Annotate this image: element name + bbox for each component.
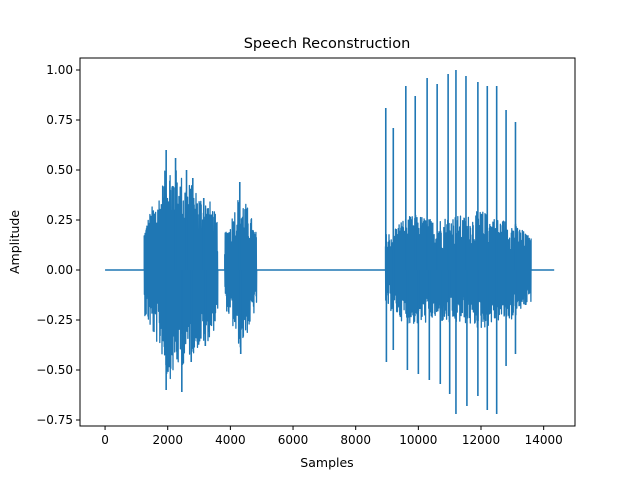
y-tick-label: 0.00 — [46, 263, 73, 277]
y-tick-label: 0.75 — [46, 113, 73, 127]
x-tick-label: 2000 — [152, 433, 183, 447]
x-tick-label: 10000 — [399, 433, 437, 447]
y-axis-label: Amplitude — [7, 210, 22, 274]
y-axis-ticks: −0.75 −0.50 −0.25 0.00 0.25 0.50 0.75 1.00 — [36, 63, 80, 427]
waveform-plot-area — [105, 70, 555, 414]
x-axis-label: Samples — [300, 455, 353, 470]
axes-frame — [79, 57, 576, 427]
waveform-burst-3 — [224, 193, 258, 348]
x-tick-label: 14000 — [525, 433, 563, 447]
x-tick-label: 12000 — [462, 433, 500, 447]
chart-title: Speech Reconstruction — [244, 36, 411, 52]
waveform-burst-1 — [143, 170, 219, 380]
y-tick-label: −0.75 — [36, 413, 73, 427]
x-tick-label: 4000 — [215, 433, 246, 447]
x-tick-label: 6000 — [278, 433, 309, 447]
y-tick-label: 0.25 — [46, 213, 73, 227]
y-tick-label: 0.50 — [46, 163, 73, 177]
waveform-burst-5 — [384, 211, 532, 329]
x-axis-ticks: 0 2000 4000 6000 8000 10000 12000 14000 — [101, 426, 563, 447]
y-tick-label: −0.25 — [36, 313, 73, 327]
x-tick-label: 8000 — [340, 433, 371, 447]
y-tick-label: −0.50 — [36, 363, 73, 377]
x-tick-label: 0 — [101, 433, 109, 447]
y-tick-label: 1.00 — [46, 63, 73, 77]
